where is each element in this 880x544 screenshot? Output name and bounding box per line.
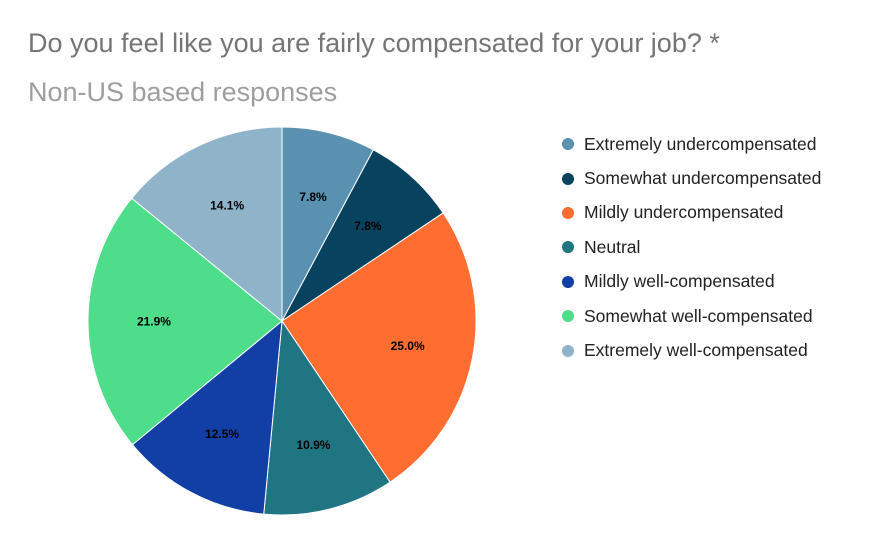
pie-slice-label-1: 7.8% <box>354 219 382 233</box>
pie-slice-label-5: 21.9% <box>137 314 171 328</box>
pie-slice-label-6: 14.1% <box>210 198 244 212</box>
legend-label: Mildly undercompensated <box>584 202 784 223</box>
legend-item-2: Mildly undercompensated <box>562 196 821 230</box>
legend-item-1: Somewhat undercompensated <box>562 161 821 195</box>
legend-label: Somewhat undercompensated <box>584 168 822 189</box>
legend-swatch <box>562 310 574 323</box>
legend-label: Mildly well-compensated <box>584 271 775 292</box>
legend-label: Extremely well-compensated <box>584 340 808 361</box>
legend-item-0: Extremely undercompensated <box>562 127 821 161</box>
pie-slice-4 <box>131 319 283 515</box>
chart-legend: Extremely undercompensated Somewhat under… <box>562 127 821 368</box>
legend-swatch <box>562 172 574 185</box>
legend-item-3: Neutral <box>562 230 821 264</box>
pie-slice-0 <box>281 126 374 322</box>
legend-swatch <box>562 206 574 219</box>
legend-swatch <box>562 138 574 151</box>
legend-swatch <box>562 275 574 288</box>
chart-title: Do you feel like you are fairly compensa… <box>28 28 720 58</box>
pie-slice-label-3: 10.9% <box>296 438 330 452</box>
legend-item-5: Somewhat well-compensated <box>562 299 821 333</box>
chart-subtitle: Non-US based responses <box>28 77 338 107</box>
legend-label: Somewhat well-compensated <box>584 305 813 326</box>
legend-swatch <box>562 241 574 254</box>
pie-slice-label-2: 25.0% <box>391 339 425 353</box>
pie-slice-1 <box>281 149 444 322</box>
pie-slice-label-0: 7.8% <box>299 190 327 204</box>
pie-slice-2 <box>281 212 477 483</box>
legend-item-6: Extremely well-compensated <box>562 333 821 367</box>
legend-label: Neutral <box>584 236 641 257</box>
pie-slice-5 <box>87 197 283 446</box>
pie-slice-3 <box>263 319 391 516</box>
legend-label: Extremely undercompensated <box>584 133 817 154</box>
legend-item-4: Mildly well-compensated <box>562 265 821 299</box>
pie-slice-label-4: 12.5% <box>205 427 239 441</box>
legend-swatch <box>562 344 574 357</box>
pie-slice-6 <box>131 126 283 323</box>
